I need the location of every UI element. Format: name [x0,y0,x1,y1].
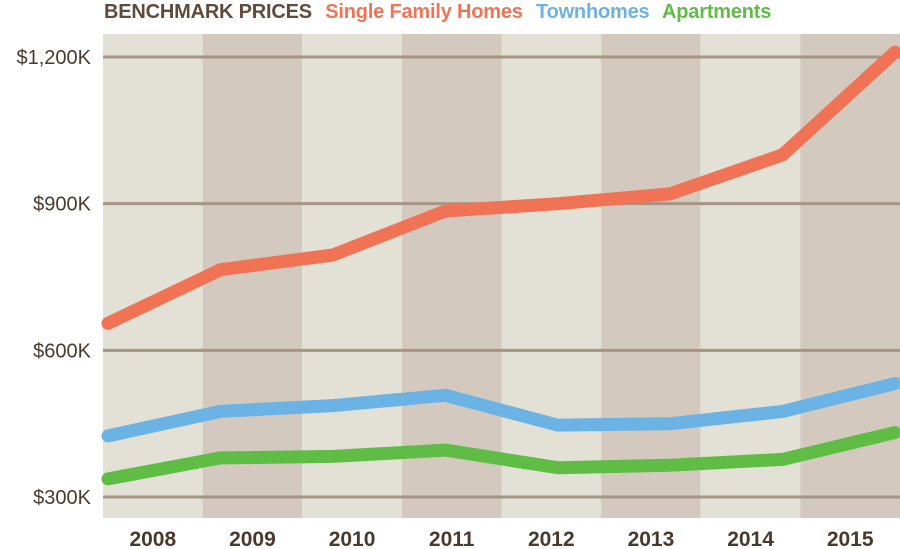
chart-title-row: BENCHMARK PRICES Single Family Homes Tow… [104,0,779,26]
chart-title: BENCHMARK PRICES [104,1,312,23]
x-tick-label: 2011 [429,528,475,549]
x-tick-label: 2009 [229,528,276,549]
band-2014 [700,34,801,518]
legend-single-family: Single Family Homes [325,1,523,23]
band-2011 [401,34,502,518]
x-tick-label: 2008 [129,528,176,549]
x-tick-label: 2015 [827,528,874,549]
x-tick-label: 2014 [727,528,774,549]
y-tick-label: $900K [33,194,91,216]
x-tick-label: 2010 [329,528,376,549]
series-line-0 [101,45,900,330]
x-tick-label: 2013 [628,528,675,549]
band-2008 [103,34,203,518]
legend-apartments: Apartments [662,1,772,23]
series-line-1 [101,377,900,443]
y-tick-label: $1,200K [16,47,91,69]
y-tick-label: $600K [33,340,91,362]
band-2013 [601,34,701,518]
legend-townhomes: Townhomes [536,1,650,23]
band-2010 [302,34,402,518]
series-line-2 [101,426,900,486]
y-tick-label: $300K [33,487,91,509]
band-2012 [501,34,602,518]
x-tick-label: 2012 [528,528,575,549]
